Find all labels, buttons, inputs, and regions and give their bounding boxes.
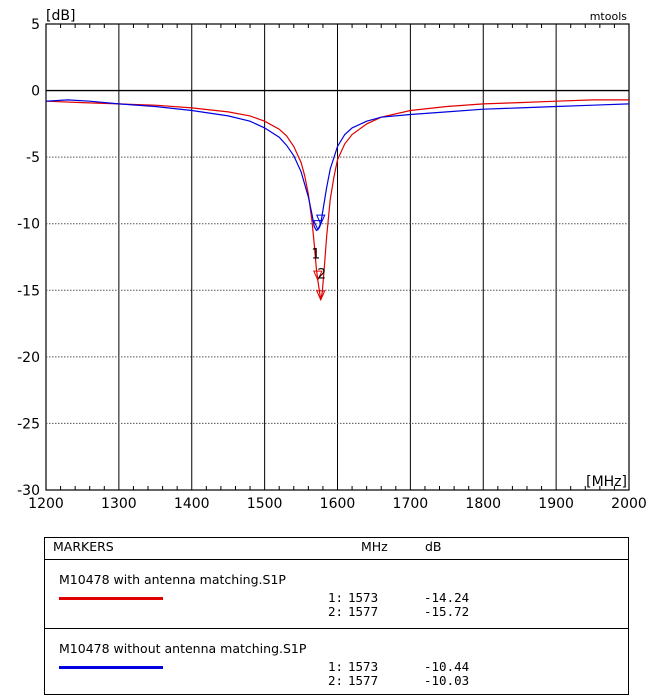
markers-title: MARKERS [53,539,114,554]
y-tick-label: -15 [17,283,40,299]
s11-chart: 12 1200 1300 1400 1500 1600 1700 1800 1900 20005… [17,8,647,512]
y-tick-label: -30 [17,483,40,499]
y-tick-label: 0 [31,84,40,100]
marker-triangle [315,214,326,226]
y-tick-label: -10 [17,217,40,233]
marker-group-without-matching: M10478 without antenna matching.S1P 1: 1… [45,628,628,697]
x-tick-label: 1300 [101,496,137,512]
marker-row-db: -10.03 [424,673,470,688]
marker-triangle [315,290,326,302]
x-tick-label: 1900 [538,496,574,512]
marker-group-with-matching: M10478 with antenna matching.S1P 1: 1573… [45,560,628,628]
marker-row-freq: 1577 [348,604,379,619]
marker-group-swatch [59,666,163,669]
marker-number: 2 [317,266,326,282]
marker-group-swatch [59,597,163,600]
x-axis-label: [MHz] [586,474,627,490]
markers-header: MARKERS MHz dB [45,538,628,560]
marker-row-freq: 1577 [348,673,379,688]
marker-row-idx: 1: [328,590,344,605]
marker-row-db: -14.24 [424,590,470,605]
markers-col-db: dB [425,539,442,554]
chart-labels: 1200 1300 1400 1500 1600 1700 1800 1900 2000 5 0 -5… [17,8,647,512]
x-tick-label: 1800 [465,496,501,512]
y-tick-label: 5 [31,17,40,33]
x-tick-label: 1500 [247,496,283,512]
y-tick-label: -20 [17,350,40,366]
marker-row-idx: 2: [328,673,344,688]
brand-label: mtools [590,10,628,23]
y-tick-label: -5 [26,150,40,166]
marker-triangle [313,220,323,231]
y-tick-label: -25 [17,416,40,432]
x-tick-label: 2000 [611,496,647,512]
series-line [45,99,629,301]
chart-grid [45,23,630,491]
marker-row-db: -10.44 [424,659,470,674]
x-tick-label: 1400 [174,496,210,512]
markers-col-freq: MHz [361,539,388,554]
marker-row-idx: 2: [328,604,344,619]
y-axis-label: [dB] [46,8,75,24]
marker-number: 1 [311,246,320,262]
marker-group-file: M10478 without antenna matching.S1P [59,641,307,656]
x-tick-label: 1200 [28,496,64,512]
marker-triangle [313,270,323,282]
marker-row-db: -15.72 [424,604,470,619]
marker-group-file: M10478 with antenna matching.S1P [59,572,286,587]
x-tick-label: 1600 [320,496,356,512]
marker-row-idx: 1: [328,659,344,674]
marker-row-freq: 1573 [348,659,379,674]
x-tick-label: 1700 [393,496,429,512]
chart-markers: 12 [311,214,326,302]
markers-table: MARKERS MHz dB M10478 with antenna match… [44,537,629,695]
marker-row-freq: 1573 [348,590,379,605]
